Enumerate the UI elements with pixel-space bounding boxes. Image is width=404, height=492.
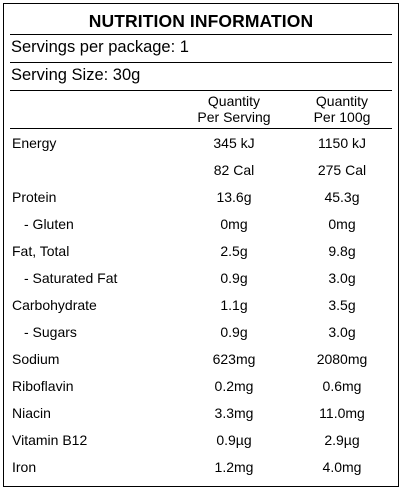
per-serving-value: 345 kJ — [213, 135, 255, 151]
panel-title: NUTRITION INFORMATION — [88, 11, 314, 31]
nutrient-label: - Gluten — [24, 216, 74, 232]
per-serving-value: 0mg — [220, 216, 248, 232]
column-header-per-100g-line1: Quantity — [315, 93, 369, 109]
servings-divider — [10, 62, 392, 63]
table-row: Niacin 3.3mg 11.0mg — [4, 400, 398, 427]
nutrient-label: Carbohydrate — [12, 297, 97, 313]
table-row: - Sugars 0.9g 3.0g — [4, 319, 398, 346]
nutrient-label: Riboflavin — [12, 378, 74, 394]
column-header-per-serving-line2: Per Serving — [197, 109, 271, 125]
column-header-per-serving-line1: Quantity — [207, 93, 261, 109]
table-row: 82 Cal 275 Cal — [4, 157, 398, 184]
per-serving-value: 0.9µg — [216, 432, 252, 448]
per-serving-value: 0.2mg — [214, 378, 254, 394]
serving-size-divider — [10, 90, 392, 91]
per-100g-value: 1150 kJ — [318, 135, 366, 151]
per-100g-value: 4.0mg — [322, 459, 362, 475]
per-serving-value: 623mg — [212, 351, 256, 367]
serving-size: Serving Size: 30g — [11, 66, 141, 84]
per-100g-value: 275 Cal — [317, 162, 367, 178]
per-100g-value: 2.9µg — [324, 432, 360, 448]
per-serving-value: 0.9g — [220, 270, 248, 286]
per-serving-value: 13.6g — [216, 189, 252, 205]
per-serving-value: 2.5g — [220, 243, 248, 259]
table-row: Vitamin B12 0.9µg 2.9µg — [4, 427, 398, 454]
nutrient-label: Protein — [12, 189, 57, 205]
per-100g-value: 3.0g — [328, 324, 356, 340]
nutrient-label: Energy — [12, 135, 57, 151]
per-100g-value: 3.0g — [328, 270, 356, 286]
servings-per-package: Servings per package: 1 — [11, 38, 189, 56]
table-row: - Saturated Fat 0.9g 3.0g — [4, 265, 398, 292]
per-100g-value: 9.8g — [328, 243, 356, 259]
column-header-per-serving: Quantity Per Serving — [184, 93, 284, 125]
table-row: Fat, Total 2.5g 9.8g — [4, 238, 398, 265]
column-header-per-100g-line2: Per 100g — [313, 109, 371, 125]
nutrient-label: Vitamin B12 — [12, 432, 88, 448]
per-100g-value: 3.5g — [328, 297, 356, 313]
per-100g-value: 0mg — [328, 216, 356, 232]
column-header-per-100g: Quantity Per 100g — [292, 93, 392, 125]
nutrient-label: Iron — [12, 459, 37, 475]
table-row: Protein 13.6g 45.3g — [4, 184, 398, 211]
per-serving-value: 1.1g — [220, 297, 248, 313]
table-row: - Gluten 0mg 0mg — [4, 211, 398, 238]
nutrient-label: Sodium — [12, 351, 60, 367]
nutrient-label: Fat, Total — [12, 243, 70, 259]
per-serving-value: 1.2mg — [214, 459, 254, 475]
table-row: Energy 345 kJ 1150 kJ — [4, 130, 398, 157]
per-serving-value: 0.9g — [220, 324, 248, 340]
nutrient-label: Niacin — [12, 405, 51, 421]
title-divider — [10, 34, 392, 35]
per-serving-value: 3.3mg — [214, 405, 254, 421]
header-divider — [10, 128, 392, 129]
per-100g-value: 11.0mg — [319, 405, 365, 421]
nutrition-panel: NUTRITION INFORMATION Servings per packa… — [3, 3, 399, 487]
table-row: Riboflavin 0.2mg 0.6mg — [4, 373, 398, 400]
per-100g-value: 2080mg — [316, 351, 368, 367]
per-100g-value: 45.3g — [324, 189, 360, 205]
table-row: Sodium 623mg 2080mg — [4, 346, 398, 373]
table-row: Iron 1.2mg 4.0mg — [4, 454, 398, 481]
table-row: Carbohydrate 1.1g 3.5g — [4, 292, 398, 319]
nutrient-label: - Saturated Fat — [24, 270, 118, 286]
nutrient-label: - Sugars — [24, 324, 77, 340]
per-serving-value: 82 Cal — [213, 162, 255, 178]
per-100g-value: 0.6mg — [322, 378, 362, 394]
